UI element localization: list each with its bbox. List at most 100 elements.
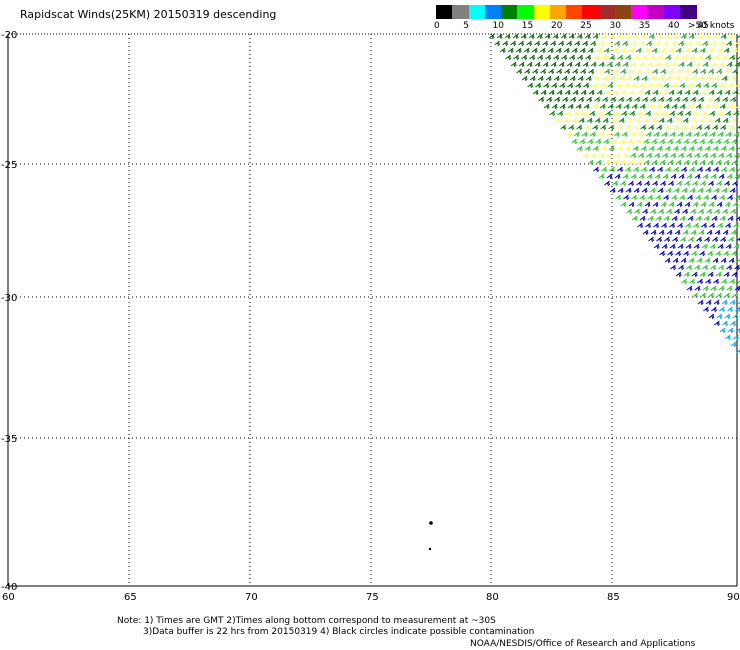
wind-barb bbox=[700, 89, 707, 96]
wind-barb bbox=[725, 243, 732, 250]
wind-barb bbox=[607, 82, 614, 89]
wind-barb bbox=[685, 131, 692, 138]
wind-barb bbox=[545, 75, 552, 82]
wind-barb bbox=[718, 61, 725, 68]
lat-tick-label: -20 bbox=[1, 30, 17, 41]
wind-barb bbox=[518, 61, 525, 68]
wind-barb bbox=[540, 89, 547, 96]
wind-barb bbox=[648, 145, 655, 152]
wind-barb bbox=[622, 173, 629, 180]
wind-barb bbox=[724, 292, 730, 299]
wind-barb bbox=[645, 222, 651, 229]
wind-barb bbox=[670, 40, 677, 47]
wind-barb bbox=[714, 208, 720, 215]
wind-barb bbox=[690, 96, 697, 103]
lon-tick-label: 85 bbox=[607, 592, 620, 603]
wind-barb bbox=[591, 103, 598, 110]
wind-barb bbox=[659, 159, 666, 166]
lon-tick-label: 65 bbox=[124, 592, 137, 603]
wind-barb bbox=[674, 229, 681, 236]
wind-barb bbox=[722, 117, 729, 124]
wind-barb bbox=[523, 47, 530, 54]
wind-barb bbox=[634, 117, 641, 124]
contamination-marker bbox=[428, 547, 432, 551]
wind-barb bbox=[696, 145, 703, 152]
wind-barb bbox=[702, 152, 709, 159]
wind-barb bbox=[521, 54, 528, 61]
lon-tick-label: 70 bbox=[245, 592, 258, 603]
wind-barb bbox=[716, 292, 722, 299]
wind-barb bbox=[620, 89, 627, 96]
wind-barb bbox=[723, 159, 730, 166]
wind-barb bbox=[673, 75, 680, 82]
wind-barb bbox=[730, 117, 737, 124]
wind-barb bbox=[610, 117, 617, 124]
wind-barb bbox=[699, 250, 705, 257]
wind-barb bbox=[732, 292, 738, 299]
wind-barb bbox=[502, 40, 509, 47]
wind-barb bbox=[732, 201, 739, 208]
wind-barb bbox=[620, 201, 627, 208]
wind-barb bbox=[606, 61, 613, 68]
wind-barb bbox=[649, 187, 656, 194]
wind-barb bbox=[714, 96, 721, 103]
wind-barb bbox=[683, 159, 690, 166]
wind-barb bbox=[724, 68, 731, 75]
wind-barb bbox=[613, 110, 620, 117]
wind-barb bbox=[648, 124, 655, 131]
wind-barb bbox=[554, 96, 561, 103]
wind-barb bbox=[703, 215, 710, 222]
wind-barb bbox=[584, 145, 591, 152]
wind-barb bbox=[737, 168, 740, 172]
wind-barb bbox=[540, 68, 547, 75]
wind-barb bbox=[526, 40, 533, 47]
wind-barb bbox=[526, 61, 533, 68]
wind-barb bbox=[727, 82, 734, 89]
wind-barb bbox=[686, 152, 693, 159]
wind-barb bbox=[724, 180, 730, 187]
wind-barb bbox=[578, 117, 585, 124]
wind-barb bbox=[666, 208, 672, 215]
wind-barb bbox=[601, 75, 608, 82]
wind-barb bbox=[718, 285, 725, 292]
wind-barb bbox=[678, 61, 685, 68]
wind-barb bbox=[701, 131, 708, 138]
wind-barb bbox=[612, 68, 619, 75]
wind-barb bbox=[664, 236, 670, 243]
wind-barb bbox=[629, 110, 636, 117]
wind-barb bbox=[633, 166, 639, 173]
wind-barb bbox=[681, 75, 688, 82]
wind-barb bbox=[706, 96, 713, 103]
wind-barb bbox=[686, 173, 693, 180]
wind-barb bbox=[596, 89, 603, 96]
wind-barb bbox=[614, 61, 621, 68]
note-line-1: Note: 1) Times are GMT 2)Times along bot… bbox=[117, 616, 496, 626]
legend-tick-label: 45 bbox=[697, 21, 709, 31]
wind-barb bbox=[644, 180, 650, 187]
wind-barb bbox=[669, 131, 676, 138]
wind-barb bbox=[674, 96, 681, 103]
wind-barb bbox=[588, 68, 595, 75]
wind-barb bbox=[710, 61, 717, 68]
wind-barb bbox=[560, 33, 567, 40]
wind-barb bbox=[722, 229, 729, 236]
wind-barb bbox=[608, 124, 615, 131]
wind-barb bbox=[590, 40, 597, 47]
wind-barb bbox=[577, 54, 584, 61]
wind-barb bbox=[510, 61, 517, 68]
wind-barb bbox=[728, 145, 735, 152]
wind-barb bbox=[704, 236, 710, 243]
wind-barb bbox=[636, 201, 643, 208]
wind-barb bbox=[607, 103, 614, 110]
wind-barb bbox=[727, 194, 733, 201]
wind-barb bbox=[516, 68, 523, 75]
legend-tick-label: 35 bbox=[638, 21, 651, 31]
wind-barb bbox=[659, 47, 666, 54]
wind-barb bbox=[702, 40, 709, 47]
legend-swatch bbox=[582, 5, 599, 19]
wind-barb bbox=[567, 82, 574, 89]
wind-barb bbox=[648, 236, 654, 243]
wind-barb bbox=[553, 75, 560, 82]
wind-barb bbox=[698, 208, 704, 215]
wind-barb bbox=[604, 89, 611, 96]
